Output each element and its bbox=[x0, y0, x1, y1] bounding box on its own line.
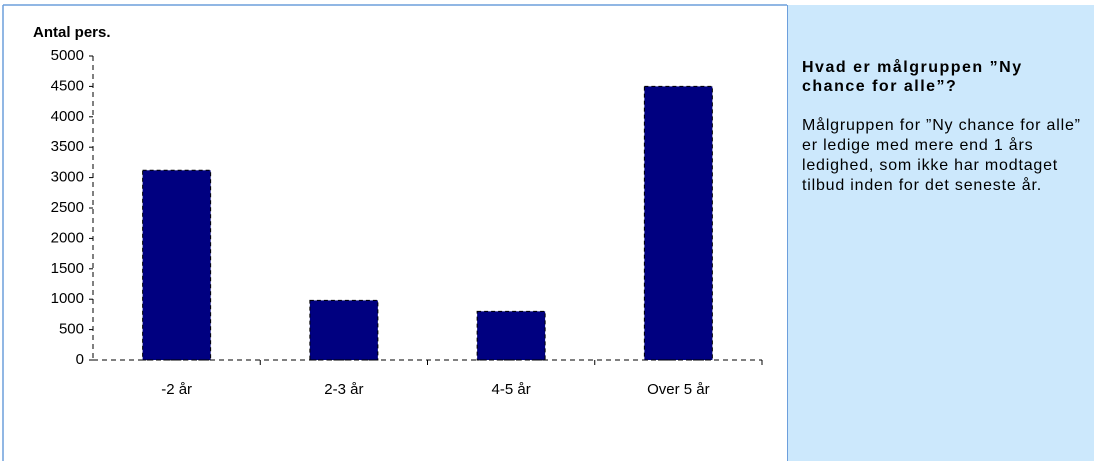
y-tick-label: 4500 bbox=[51, 77, 84, 94]
y-tick-label: 0 bbox=[76, 351, 84, 368]
y-tick-label: 4000 bbox=[51, 108, 84, 125]
panel-body: Målgruppen for ”Ny chance for alle” er l… bbox=[802, 117, 1081, 194]
panel-heading: Hvad er målgruppen ”Ny chance for alle”? bbox=[802, 59, 1023, 95]
y-tick-label: 1500 bbox=[51, 260, 84, 277]
x-tick-label: -2 år bbox=[161, 381, 192, 398]
bar bbox=[142, 169, 212, 361]
chart: Antal pers. 0 500 1000 1500 2000 2500 3000 3500… bbox=[2, 4, 787, 461]
y-tick-label: 3000 bbox=[51, 169, 84, 186]
y-tick-label: 5000 bbox=[51, 47, 84, 64]
y-tick-label: 2500 bbox=[51, 199, 84, 216]
axis-title: Antal pers. bbox=[33, 24, 111, 41]
y-tick-label: 1000 bbox=[51, 290, 84, 307]
bar bbox=[643, 85, 713, 361]
y-tick-label: 500 bbox=[59, 321, 84, 338]
x-tick-label: 4-5 år bbox=[492, 381, 531, 398]
bar bbox=[309, 299, 379, 361]
x-tick-label: 2-3 år bbox=[324, 381, 363, 398]
bar bbox=[476, 310, 546, 361]
x-tick-label: Over 5 år bbox=[647, 381, 710, 398]
y-tick-label: 3500 bbox=[51, 138, 84, 155]
y-tick-label: 2000 bbox=[51, 229, 84, 246]
info-panel: Hvad er målgruppen ”Ny chance for alle”?… bbox=[787, 5, 1094, 461]
